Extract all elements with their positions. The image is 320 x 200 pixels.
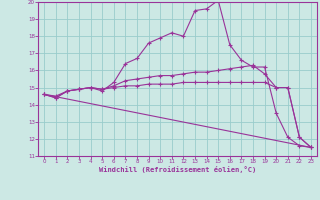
X-axis label: Windchill (Refroidissement éolien,°C): Windchill (Refroidissement éolien,°C) — [99, 166, 256, 173]
